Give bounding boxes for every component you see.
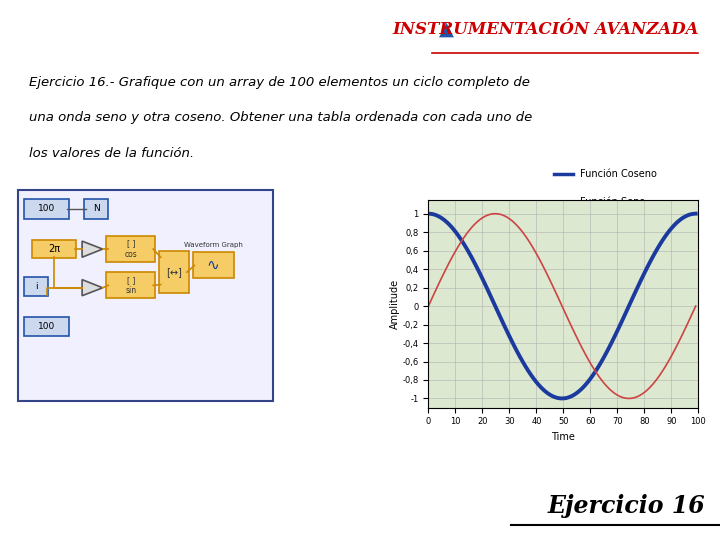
Text: ∿: ∿	[207, 258, 220, 273]
Text: ▲: ▲	[439, 19, 454, 39]
Text: 2π: 2π	[48, 244, 60, 254]
Text: Función Coseno: Función Coseno	[580, 168, 657, 179]
FancyBboxPatch shape	[107, 272, 155, 298]
Text: 100: 100	[38, 204, 55, 213]
Text: i: i	[35, 282, 37, 291]
Y-axis label: Amplitude: Amplitude	[390, 279, 400, 329]
X-axis label: Time: Time	[552, 432, 575, 442]
Text: Ejercicio 16: Ejercicio 16	[547, 494, 706, 518]
Text: Ejercicio 16.- Grafique con un array de 100 elementos un ciclo completo de: Ejercicio 16.- Grafique con un array de …	[29, 76, 529, 89]
FancyBboxPatch shape	[107, 236, 155, 262]
Polygon shape	[82, 241, 103, 257]
FancyBboxPatch shape	[192, 252, 234, 279]
FancyBboxPatch shape	[24, 199, 69, 219]
FancyBboxPatch shape	[84, 199, 108, 219]
FancyBboxPatch shape	[24, 317, 69, 335]
Text: 100: 100	[38, 322, 55, 331]
Text: INSTRUMENTACIÓN AVANZADA: INSTRUMENTACIÓN AVANZADA	[392, 21, 698, 38]
FancyBboxPatch shape	[19, 190, 273, 401]
Text: Función Seno: Función Seno	[580, 197, 645, 207]
Text: Waveform Graph: Waveform Graph	[184, 242, 243, 248]
Text: [↔]: [↔]	[166, 267, 181, 277]
FancyBboxPatch shape	[159, 251, 189, 293]
Polygon shape	[82, 280, 103, 296]
FancyBboxPatch shape	[32, 240, 76, 259]
Text: N: N	[93, 204, 99, 213]
Text: [ ]
sin: [ ] sin	[125, 275, 136, 295]
Text: [ ]
cos: [ ] cos	[125, 239, 137, 259]
Text: los valores de la función.: los valores de la función.	[29, 147, 194, 160]
FancyBboxPatch shape	[24, 277, 48, 296]
Text: una onda seno y otra coseno. Obtener una tabla ordenada con cada uno de: una onda seno y otra coseno. Obtener una…	[29, 111, 532, 124]
